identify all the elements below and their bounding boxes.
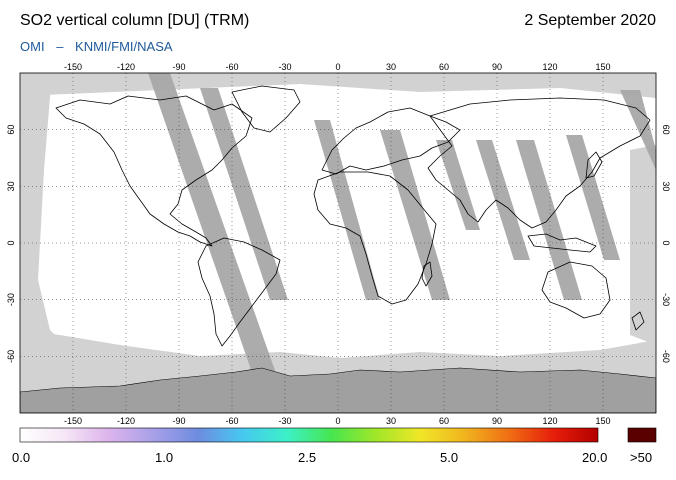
lat-tick-left: 0 xyxy=(6,240,16,245)
lon-tick-bottom: 0 xyxy=(335,416,340,426)
lon-tick-bottom: 30 xyxy=(386,416,396,426)
colorbar-gradient xyxy=(19,427,599,443)
lon-tick-top: -90 xyxy=(172,62,185,72)
no-data-east-edge xyxy=(630,145,656,345)
coastline-africa xyxy=(313,171,437,305)
map-title: SO2 vertical column [DU] (TRM) xyxy=(20,12,250,29)
orbit-gap-7 xyxy=(516,140,582,300)
lon-tick-bottom: 150 xyxy=(595,416,610,426)
lon-tick-bottom: 90 xyxy=(492,416,502,426)
no-data-west-edge xyxy=(20,73,90,370)
orbit-gap-4 xyxy=(380,130,450,300)
coastline-greenland xyxy=(231,85,301,133)
map-frame xyxy=(19,72,657,414)
colorbar-label-4: 20.0 xyxy=(582,450,608,465)
lon-tick-top: 120 xyxy=(542,62,557,72)
lon-tick-top: 30 xyxy=(386,62,396,72)
lon-labels-bottom: -150 -120 -90 -60 -30 0 30 60 90 120 150 xyxy=(64,416,611,426)
lat-tick-right: 60 xyxy=(661,125,671,135)
coastline-new-zealand xyxy=(631,311,645,331)
lon-tick-top: 60 xyxy=(439,62,449,72)
orbit-gap-5 xyxy=(436,140,480,230)
lat-labels-right: 60 30 0 -30 -60 xyxy=(661,125,671,363)
lon-tick-top: 0 xyxy=(335,62,340,72)
lat-tick-right: -60 xyxy=(661,350,671,363)
lon-tick-bottom: 120 xyxy=(542,416,557,426)
lat-tick-left: -30 xyxy=(6,293,16,306)
source-instrument: OMI xyxy=(20,39,45,54)
orbit-gap-3 xyxy=(314,120,380,300)
orbit-gap-9 xyxy=(620,90,656,170)
coastline-indonesia xyxy=(527,233,597,253)
coastline-japan xyxy=(585,151,603,179)
colorbar-overflow-swatch xyxy=(627,427,657,443)
lat-labels-left: 60 30 0 -30 -60 xyxy=(6,125,16,363)
colorbar-label-2: 2.5 xyxy=(298,450,317,465)
coastline-europe xyxy=(321,107,461,175)
coastline-australia xyxy=(541,261,611,319)
map-panel xyxy=(20,73,656,413)
lon-tick-top: 90 xyxy=(492,62,502,72)
source-organizations: KNMI/FMI/NASA xyxy=(75,39,173,54)
lon-tick-top: -30 xyxy=(278,62,291,72)
lat-tick-right: 30 xyxy=(661,181,671,191)
lon-tick-top: -60 xyxy=(225,62,238,72)
coastline-south-america xyxy=(197,237,281,347)
source-separator: – xyxy=(56,39,64,54)
graticule xyxy=(20,73,656,413)
lat-tick-left: -60 xyxy=(6,350,16,363)
map-date: 2 September 2020 xyxy=(524,12,656,29)
colorbar-label-1: 1.0 xyxy=(155,450,174,465)
orbit-gap-1 xyxy=(148,73,290,413)
lon-tick-bottom: -60 xyxy=(225,416,238,426)
orbit-gap-2 xyxy=(200,88,288,300)
colorbar-label-3: 5.0 xyxy=(440,450,459,465)
lon-labels-top: -150 -120 -90 -60 -30 0 30 60 90 120 150 xyxy=(64,62,611,72)
orbit-gap-8 xyxy=(566,135,620,260)
lon-tick-bottom: -30 xyxy=(278,416,291,426)
lon-tick-top: -120 xyxy=(117,62,135,72)
lon-tick-bottom: 60 xyxy=(439,416,449,426)
colorbar-label-0: 0.0 xyxy=(12,450,31,465)
coastline-asia xyxy=(427,97,651,229)
coastline-madagascar xyxy=(421,261,433,287)
lat-tick-left: 60 xyxy=(6,125,16,135)
lon-tick-bottom: -120 xyxy=(117,416,135,426)
colorbar-overflow-label: >50 xyxy=(630,450,653,465)
lon-tick-top: -150 xyxy=(64,62,82,72)
lat-tick-right: 0 xyxy=(661,240,671,245)
lon-tick-bottom: -90 xyxy=(172,416,185,426)
lat-tick-left: 30 xyxy=(6,181,16,191)
source-credit: OMI – KNMI/FMI/NASA xyxy=(20,39,173,54)
orbit-gap-6 xyxy=(476,140,530,260)
orbit-gaps xyxy=(148,73,656,413)
lat-tick-right: -30 xyxy=(661,293,671,306)
lon-tick-top: 150 xyxy=(595,62,610,72)
lon-tick-bottom: -150 xyxy=(64,416,82,426)
